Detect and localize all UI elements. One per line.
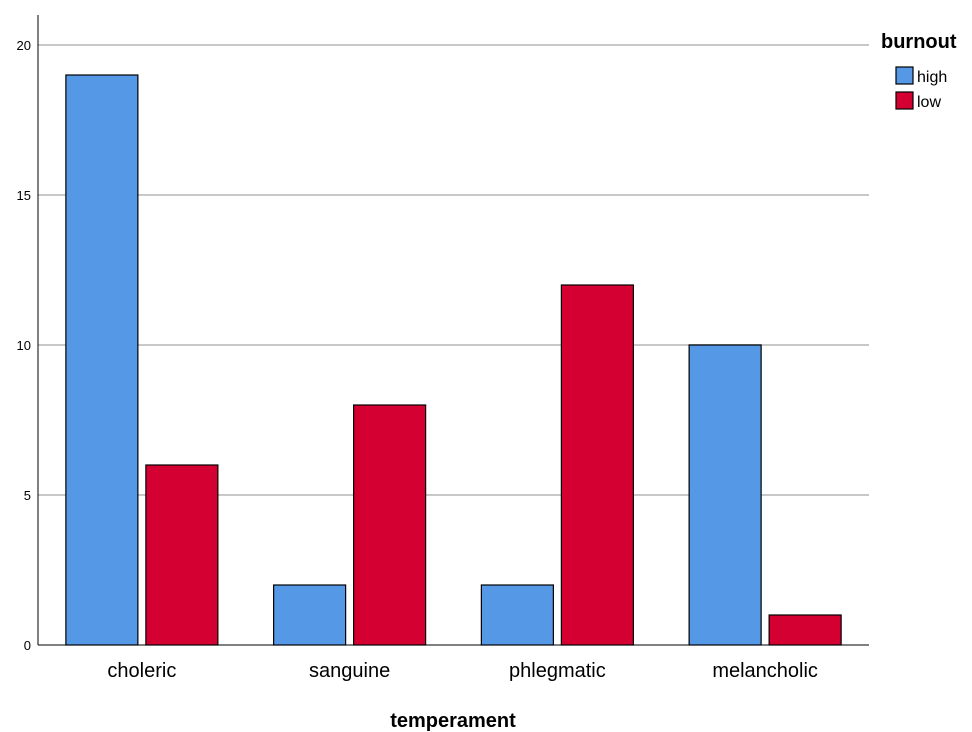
y-tick-label: 15	[17, 188, 31, 203]
bar-low-melancholic	[768, 614, 842, 646]
legend-label: high	[917, 69, 947, 86]
x-tick-label: phlegmatic	[509, 660, 606, 682]
bar-high-phlegmatic	[480, 584, 554, 646]
legend-label: low	[917, 94, 941, 111]
y-tick-label: 20	[17, 38, 31, 53]
bar-low-choleric	[145, 464, 219, 646]
legend: burnout high low	[881, 31, 957, 111]
y-tick-label: 10	[17, 338, 31, 353]
x-tick-label: choleric	[107, 660, 176, 682]
x-axis-label: temperament	[390, 710, 516, 732]
x-tick-label: melancholic	[712, 660, 818, 682]
y-tick-label: 5	[24, 488, 31, 503]
legend-title: burnout	[881, 31, 957, 53]
bar-high-sanguine	[273, 584, 347, 646]
bar-high-melancholic	[688, 344, 762, 646]
bar-high-choleric	[65, 74, 139, 646]
y-tick-label: 0	[24, 638, 31, 653]
legend-items: high low	[895, 66, 947, 111]
legend-swatch-high	[895, 66, 914, 85]
bar-low-sanguine	[353, 404, 427, 646]
bars	[65, 74, 842, 646]
x-tick-labels: choleric sanguine phlegmatic melancholic	[107, 660, 818, 682]
legend-swatch-low	[895, 91, 914, 110]
bar-low-phlegmatic	[560, 284, 634, 646]
y-tick-labels: 0 5 10 15 20	[17, 38, 31, 653]
x-tick-label: sanguine	[309, 660, 390, 682]
